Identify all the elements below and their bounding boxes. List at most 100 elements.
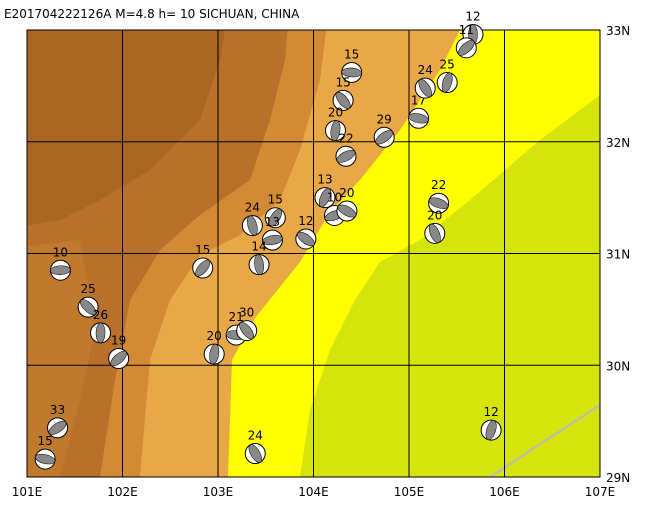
beachball-compression (375, 130, 393, 145)
x-tick-label: 103E (203, 485, 234, 499)
depth-label: 12 (298, 214, 313, 228)
beachball-compression (408, 113, 429, 124)
beachball-compression (341, 67, 362, 78)
beachball-compression (318, 188, 331, 208)
beachball-compression (239, 322, 255, 340)
beachball-compression (262, 235, 283, 246)
depth-label: 15 (195, 243, 210, 257)
depth-label: 29 (377, 112, 392, 126)
depth-label: 20 (207, 329, 222, 343)
beachball-compression (336, 149, 356, 163)
focal-mechanism (264, 207, 286, 229)
beachball-compression (268, 208, 283, 227)
y-tick-label: 33N (606, 24, 630, 38)
beachball-compression (247, 215, 258, 236)
x-tick-label: 102E (107, 485, 138, 499)
beachball-compression (95, 322, 106, 344)
depth-label: 13 (265, 215, 280, 229)
focal-mechanism (314, 187, 336, 209)
focal-mechanism (480, 419, 502, 441)
focal-mechanism (47, 417, 69, 439)
beachball-compression (485, 420, 497, 440)
depth-label: 19 (111, 334, 126, 348)
depth-label: 24 (248, 429, 263, 443)
focal-mechanism (455, 37, 477, 59)
focal-mechanism (261, 229, 283, 251)
y-tick-label: 32N (606, 136, 630, 150)
beachball-compression (441, 72, 453, 93)
beachball-compression (428, 197, 449, 209)
x-tick-label: 105E (394, 485, 425, 499)
focal-mechanism (192, 257, 214, 279)
x-tick-label: 106E (489, 485, 520, 499)
depth-label: 24 (245, 201, 260, 215)
depth-label: 24 (418, 63, 433, 77)
depth-label: 15 (344, 47, 359, 61)
beachball-compression (209, 343, 220, 365)
focal-mechanism (244, 443, 266, 465)
focal-mechanism (428, 192, 450, 214)
depth-label: 10 (53, 245, 68, 259)
beachball-compression (418, 78, 432, 98)
beachball-compression (337, 204, 357, 218)
depth-label: 14 (251, 240, 266, 254)
focal-mechanism (408, 107, 430, 129)
beachball-compression (428, 223, 441, 243)
x-tick-label: 104E (298, 485, 329, 499)
beachball-compression (335, 91, 351, 109)
beachball-compression (330, 120, 341, 141)
map-frame (26, 29, 601, 478)
focal-mechanism (90, 322, 112, 344)
beachball-compression (297, 231, 315, 247)
map-title: E201704222126A M=4.8 h= 10 SICHUAN, CHIN… (4, 7, 300, 21)
focal-mechanism (49, 259, 71, 281)
focal-mechanism (341, 61, 363, 83)
y-tick-label: 31N (606, 248, 630, 262)
depth-label: 12 (483, 405, 498, 419)
beachball-compression (50, 265, 71, 276)
focal-mechanism (108, 348, 130, 370)
depth-label: 22 (431, 178, 446, 192)
focal-mechanism (241, 215, 263, 237)
x-tick-label: 107E (585, 485, 616, 499)
focal-mechanism (335, 145, 357, 167)
beachball-compression (195, 259, 211, 277)
focal-mechanism (332, 89, 354, 111)
focal-mechanism (77, 296, 99, 318)
beachball-compression (248, 444, 262, 463)
depth-label: 20 (427, 208, 442, 222)
beachball-compression (110, 350, 127, 367)
depth-label: 15 (335, 75, 350, 89)
x-tick-label: 101E (12, 485, 43, 499)
depth-label: 22 (338, 131, 353, 145)
focal-mechanism (424, 222, 446, 244)
focal-mechanism (336, 200, 358, 222)
beachball-compression (48, 420, 67, 435)
focal-mechanism (34, 448, 56, 470)
focal-mechanism (248, 254, 270, 276)
depth-label: 15 (38, 434, 53, 448)
beachball-compression (458, 40, 475, 56)
beachball-compression (80, 299, 97, 316)
depth-label: 20 (328, 106, 343, 120)
depth-label: 20 (339, 186, 354, 200)
focal-mechanism (236, 320, 258, 342)
depth-label: 10 (327, 191, 342, 205)
beachball-compression (254, 254, 264, 275)
depth-label: 21 (229, 310, 244, 324)
focal-mechanism (373, 126, 395, 148)
depth-label: 11 (459, 23, 474, 37)
y-tick-label: 30N (606, 359, 630, 373)
depth-label: 26 (93, 308, 108, 322)
focal-mechanism (436, 72, 458, 94)
focal-mechanism (324, 120, 346, 142)
depth-label: 25 (440, 58, 455, 72)
y-tick-label: 29N (606, 471, 630, 485)
focal-mechanism (295, 228, 317, 250)
depth-label: 33 (50, 403, 65, 417)
depth-label: 15 (268, 193, 283, 207)
focal-mechanism (203, 343, 225, 365)
depth-label: 25 (80, 282, 95, 296)
